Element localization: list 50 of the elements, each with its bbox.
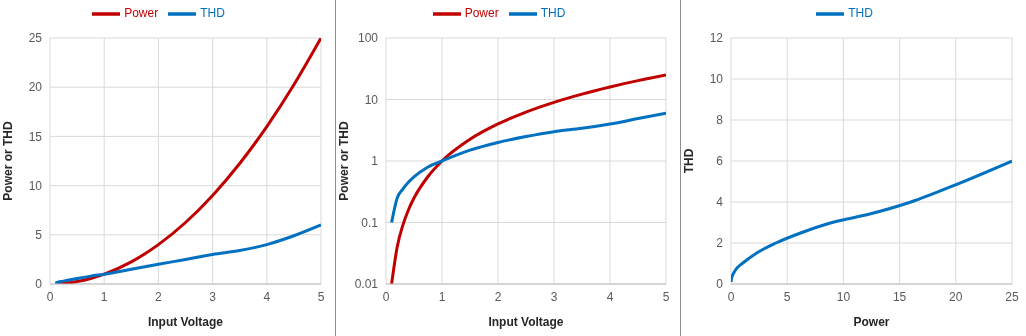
- y-tick-label: 5: [35, 228, 43, 243]
- y-tick-label: 6: [716, 154, 724, 169]
- y-tick-label: 8: [716, 113, 724, 128]
- y-tick-label: 25: [28, 31, 43, 46]
- legend-label: THD: [848, 6, 873, 21]
- y-tick-label: 0: [716, 277, 724, 292]
- x-tick-label: 4: [606, 289, 614, 304]
- x-tick-label: 5: [317, 289, 325, 304]
- x-tick-label: 4: [263, 289, 271, 304]
- y-tick-label: 10: [28, 178, 43, 193]
- legend-label: THD: [540, 6, 566, 21]
- x-axis-title: Power: [853, 315, 890, 329]
- y-axis-title: Power or THD: [1, 121, 16, 201]
- x-tick-label: 20: [949, 289, 963, 304]
- x-axis-title: Input Voltage: [488, 315, 564, 329]
- x-tick-label: 10: [836, 289, 851, 304]
- x-tick-label: 0: [382, 289, 390, 304]
- y-tick-label: 4: [716, 195, 724, 210]
- x-tick-label: 5: [783, 289, 791, 304]
- line-series: [53, 223, 321, 284]
- x-axis-title: Input Voltage: [147, 315, 224, 329]
- x-tick-label: 0: [46, 289, 54, 304]
- y-tick-label: 2: [716, 236, 724, 251]
- y-tick-label: 15: [28, 129, 43, 144]
- legend-label: Power: [464, 6, 499, 21]
- line-series: [390, 73, 666, 284]
- y-axis-title: Power or THD: [337, 121, 352, 201]
- line-series: [390, 111, 666, 224]
- y-tick-label: 10: [709, 72, 724, 87]
- x-tick-label: 5: [662, 289, 670, 304]
- legend-label: Power: [124, 6, 159, 21]
- x-tick-label: 1: [438, 289, 446, 304]
- y-axis-title: THD: [682, 148, 697, 174]
- y-tick-label: 0: [35, 277, 43, 292]
- x-tick-label: 1: [100, 289, 108, 304]
- x-tick-label: 2: [494, 289, 502, 304]
- y-tick-label: 12: [709, 31, 724, 46]
- x-tick-label: 3: [209, 289, 217, 304]
- legend-label: THD: [200, 6, 225, 21]
- x-tick-label: 25: [1005, 289, 1019, 304]
- y-tick-label: 20: [28, 80, 43, 95]
- y-tick-label: 1: [371, 154, 379, 169]
- x-tick-label: 15: [892, 289, 907, 304]
- x-tick-label: 0: [727, 289, 735, 304]
- y-tick-label: 100: [357, 31, 379, 46]
- y-tick-label: 10: [364, 92, 379, 107]
- y-tick-label: 0.1: [361, 215, 379, 230]
- y-tick-label: 0.01: [354, 277, 379, 292]
- x-tick-label: 3: [550, 289, 558, 304]
- x-tick-label: 2: [155, 289, 163, 304]
